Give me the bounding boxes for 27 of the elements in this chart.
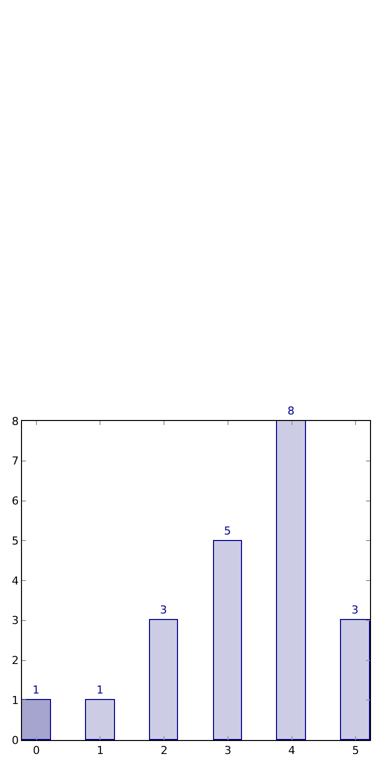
x-tick-label: 5 [352, 744, 360, 758]
y-tick-label: 7 [12, 454, 19, 468]
bar [340, 619, 370, 740]
data-label: 3 [160, 604, 167, 616]
bar [85, 699, 115, 740]
bar [213, 540, 242, 740]
y-tick-label: 1 [12, 694, 19, 707]
bar [22, 699, 51, 740]
data-label: 3 [352, 604, 358, 616]
y-tick-label: 8 [12, 414, 19, 428]
y-tick-label: 5 [12, 534, 19, 548]
y-tick-label: 3 [12, 614, 19, 628]
y-tick-label: 0 [12, 734, 19, 747]
x-tick-label: 1 [96, 744, 104, 758]
x-tick-label: 3 [224, 744, 232, 758]
bar [149, 619, 178, 740]
data-label: 1 [96, 684, 104, 696]
x-tick-label: 2 [160, 744, 168, 758]
bar [276, 421, 306, 740]
y-tick-label: 2 [12, 654, 19, 668]
x-tick-label: 0 [32, 744, 40, 758]
data-label: 8 [288, 404, 294, 418]
data-label: 1 [32, 684, 40, 696]
y-tick-label: 4 [12, 574, 19, 588]
y-tick-label: 6 [12, 494, 19, 508]
data-label: 5 [224, 524, 231, 538]
x-tick-label: 4 [288, 744, 296, 758]
